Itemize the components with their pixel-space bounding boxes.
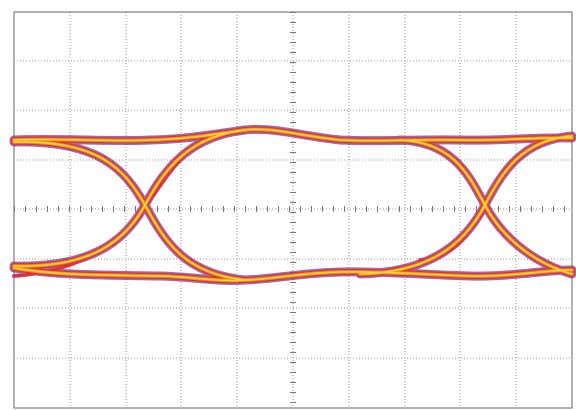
- grid: [14, 12, 572, 408]
